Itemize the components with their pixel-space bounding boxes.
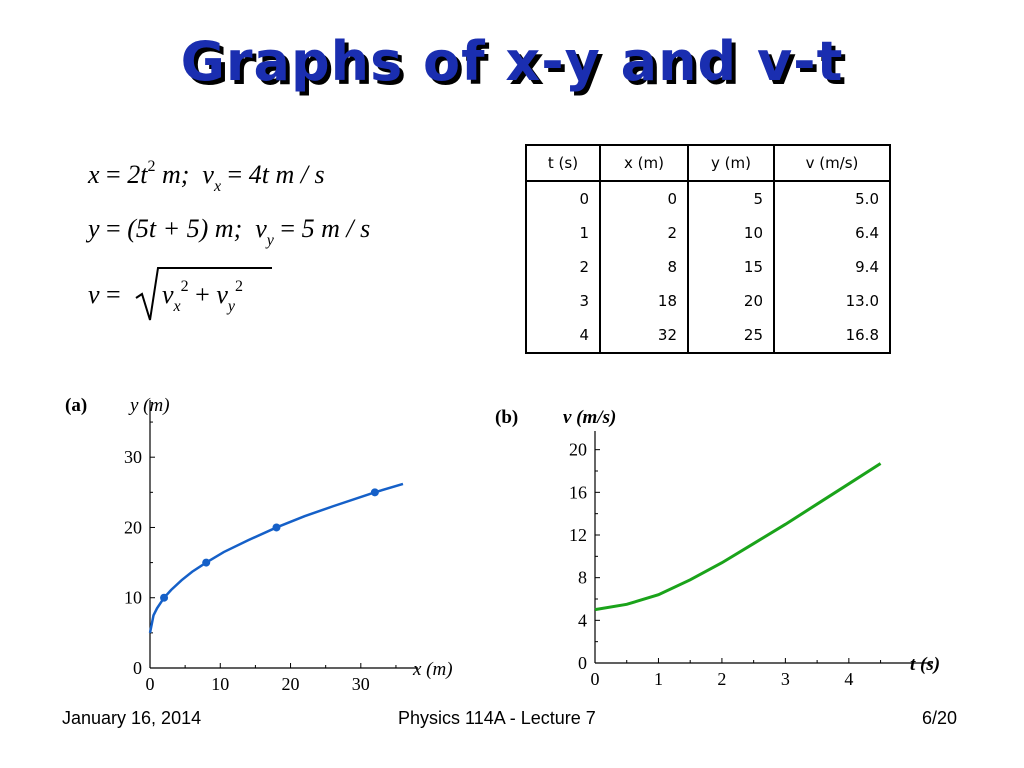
- table-cell: 10: [687, 216, 775, 250]
- eq-unit-m: m;: [161, 160, 190, 189]
- series-line: [594, 462, 882, 612]
- x-tick-label: 1: [654, 669, 663, 689]
- table-cell: 2: [599, 216, 689, 250]
- equation-y: y = (5t + 5) m; vy = 5 m / s: [88, 214, 371, 249]
- x-tick-label: 10: [211, 674, 229, 694]
- table-cell: 15: [687, 250, 775, 284]
- eq-x-rhs: 2t: [127, 160, 148, 189]
- sqrt-sign-icon: [135, 267, 272, 321]
- table-cell: 9.4: [773, 250, 891, 284]
- footer-page: 6/20: [922, 708, 958, 728]
- table-cell: 2: [525, 250, 601, 284]
- table-cell: 1: [525, 216, 601, 250]
- y-axis-label: v (m/s): [563, 407, 616, 428]
- data-point: [272, 523, 281, 532]
- x-axis-label: x (m): [412, 659, 453, 680]
- table-header-x: x (m): [599, 144, 689, 182]
- x-tick-label: 4: [844, 669, 853, 689]
- eq-equals: =: [106, 160, 121, 189]
- equation-v: v =: [88, 280, 121, 310]
- y-tick-label: 20: [569, 440, 587, 460]
- table-cell: 32: [599, 318, 689, 354]
- table-header-row: t (s) x (m) y (m) v (m/s): [525, 144, 891, 182]
- series-line: [148, 482, 404, 634]
- eq-equals-5: =: [106, 280, 121, 309]
- eq-vy-rhs: 5 m / s: [301, 214, 371, 243]
- y-tick-label: 0: [578, 653, 587, 673]
- panel-label: (a): [65, 395, 87, 416]
- table-header-t: t (s): [525, 144, 601, 182]
- table-cell: 0: [525, 181, 601, 216]
- table-cell: 25: [687, 318, 775, 354]
- table-cell: 5.0: [773, 181, 891, 216]
- table-header-v: v (m/s): [773, 144, 891, 182]
- table-row: 2 8 15 9.4: [525, 250, 891, 284]
- equation-v-radicand: vx2 + vy2: [162, 278, 243, 315]
- y-tick-label: 10: [124, 588, 142, 608]
- data-table: t (s) x (m) y (m) v (m/s) 0 0 5 5.0 1 2 …: [525, 144, 891, 354]
- data-point: [160, 593, 169, 602]
- y-tick-label: 20: [124, 517, 142, 537]
- table-row: 1 2 10 6.4: [525, 216, 891, 250]
- x-axis-label: t (s): [910, 654, 940, 675]
- eq-equals-4: =: [280, 214, 296, 243]
- eq-vx-rhs: 4t m / s: [248, 160, 325, 189]
- eq-rad-vx-pow: 2: [180, 278, 189, 295]
- x-tick-label: 0: [146, 674, 155, 694]
- data-point: [370, 488, 379, 497]
- x-tick-label: 30: [352, 674, 370, 694]
- eq-rad-vy: v: [216, 280, 228, 309]
- data-point: [202, 558, 211, 567]
- eq-rad-vx-sub: x: [173, 298, 181, 315]
- footer-course: Physics 114A - Lecture 7: [398, 708, 596, 728]
- y-tick-label: 0: [133, 658, 142, 678]
- graph-a-xy: 0 10 20 30 0 10 20 30 (a) y (m) x (m): [65, 395, 453, 694]
- table-header-y: y (m): [687, 144, 775, 182]
- table-row: 4 32 25 16.8: [525, 318, 891, 354]
- eq-var-y: y: [88, 214, 100, 243]
- x-tick-label: 2: [717, 669, 726, 689]
- table-row: 3 18 20 13.0: [525, 284, 891, 318]
- footer-date: January 16, 2014: [62, 708, 202, 728]
- eq-vx: v: [202, 160, 214, 189]
- eq-y-rhs: (5t + 5) m;: [127, 214, 243, 243]
- slide-title: Graphs of x-y and v-t: [180, 30, 844, 93]
- eq-rad-vy-sub: y: [227, 298, 235, 315]
- table-cell: 13.0: [773, 284, 891, 318]
- eq-var-v: v: [88, 280, 100, 309]
- x-tick-label: 3: [781, 669, 790, 689]
- eq-vx-sub: x: [213, 178, 222, 195]
- table-cell: 16.8: [773, 318, 891, 354]
- table-cell: 20: [687, 284, 775, 318]
- eq-x-power: 2: [147, 158, 156, 175]
- y-axis-label: y (m): [128, 395, 170, 416]
- table-row: 0 0 5 5.0: [525, 181, 891, 216]
- eq-vy: v: [255, 214, 267, 243]
- eq-equals-2: =: [227, 160, 243, 189]
- panel-label: (b): [495, 407, 518, 428]
- table-cell: 4: [525, 318, 601, 354]
- eq-plus: +: [195, 280, 210, 309]
- y-tick-label: 4: [578, 610, 587, 630]
- y-tick-label: 16: [569, 482, 587, 502]
- table-cell: 0: [599, 181, 689, 216]
- equation-x: x = 2t2 m; vx = 4t m / s: [88, 158, 325, 195]
- y-tick-label: 30: [124, 447, 142, 467]
- eq-rad-vx: v: [162, 280, 174, 309]
- eq-rad-vy-pow: 2: [234, 278, 243, 295]
- y-tick-label: 12: [569, 525, 587, 545]
- eq-vy-sub: y: [266, 232, 274, 249]
- y-tick-label: 8: [578, 568, 587, 588]
- eq-var-x: x: [88, 160, 100, 189]
- x-tick-label: 20: [282, 674, 300, 694]
- eq-equals-3: =: [106, 214, 121, 243]
- table-cell: 5: [687, 181, 775, 216]
- table-cell: 8: [599, 250, 689, 284]
- table-cell: 3: [525, 284, 601, 318]
- table-cell: 18: [599, 284, 689, 318]
- x-tick-label: 0: [591, 669, 600, 689]
- table-cell: 6.4: [773, 216, 891, 250]
